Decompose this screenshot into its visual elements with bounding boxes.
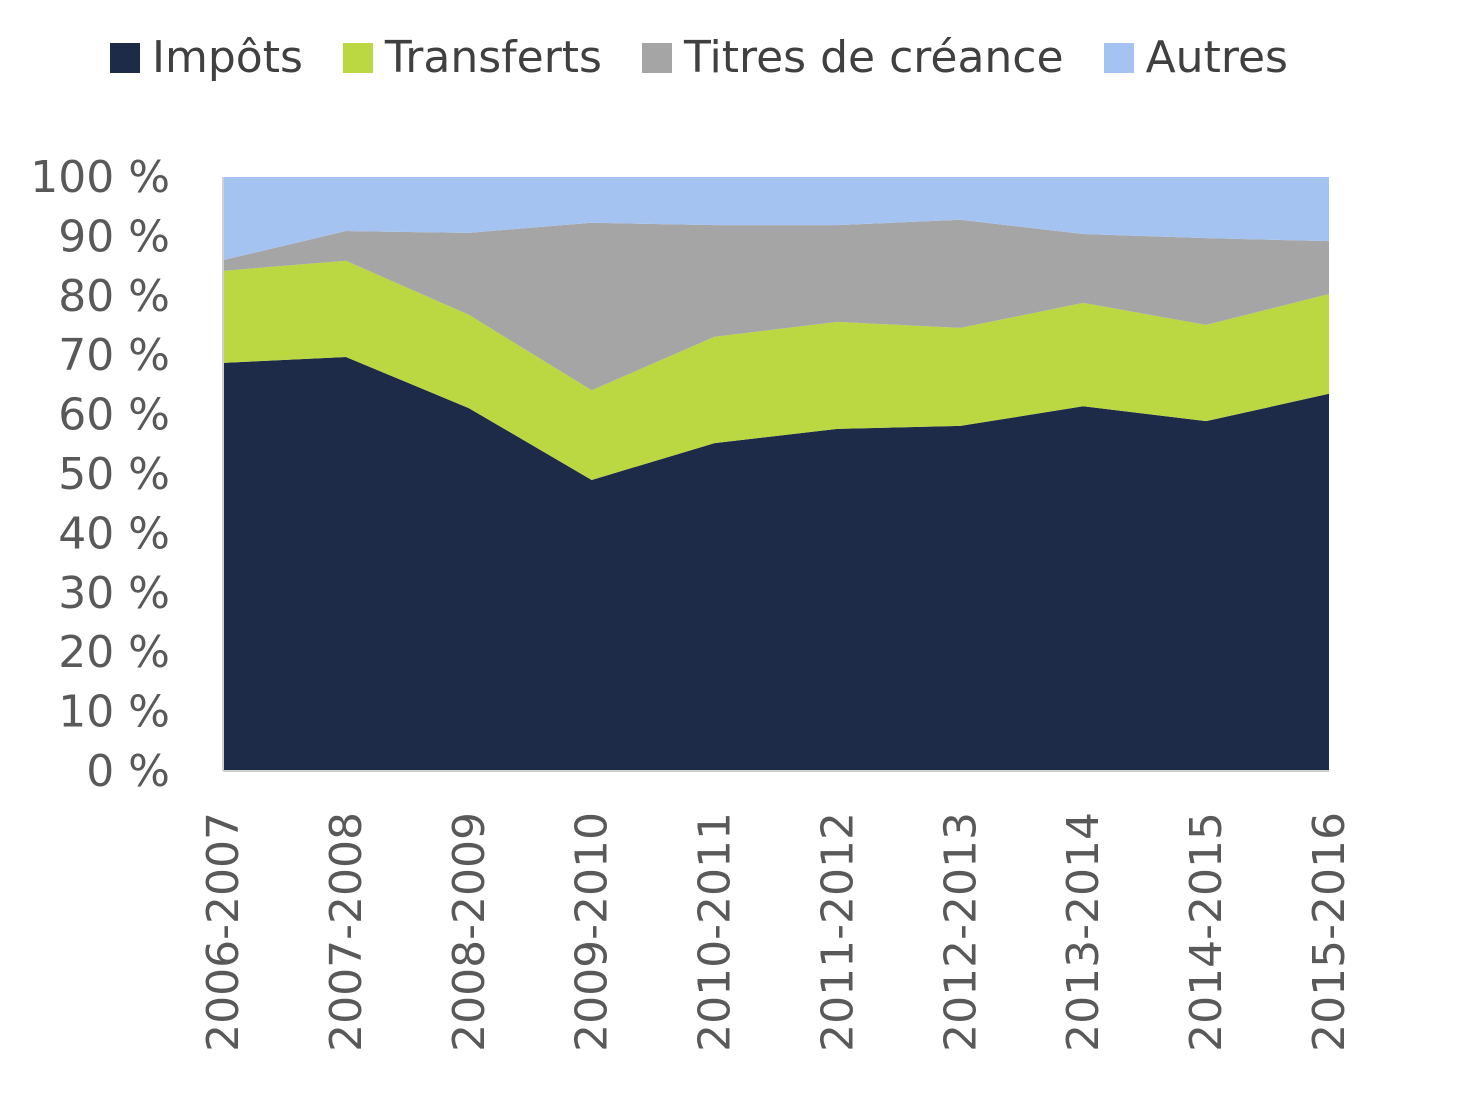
y-tick-label: 50 % [58, 449, 170, 500]
legend-swatch [641, 42, 672, 73]
legend-label: Transferts [384, 32, 602, 83]
legend-swatch [342, 42, 373, 73]
legend-label: Impôts [152, 32, 303, 83]
y-tick-label: 0 % [86, 746, 170, 797]
y-tick-label: 60 % [58, 390, 170, 441]
x-tick-label: 2015-2016 [1304, 812, 1355, 1052]
x-tick-label: 2007-2008 [321, 812, 372, 1052]
legend-label: Autres [1145, 32, 1288, 83]
y-tick-label: 10 % [58, 687, 170, 738]
y-tick-label: 30 % [58, 568, 170, 619]
x-tick-label: 2014-2015 [1181, 812, 1232, 1052]
legend: Impôts Transferts Titres de créance Autr… [110, 32, 1288, 83]
area-transferts [223, 260, 1329, 480]
x-tick-label: 2013-2014 [1058, 812, 1109, 1052]
area-imp-ts [223, 356, 1329, 771]
x-tick-label: 2008-2009 [444, 812, 495, 1052]
x-tick-label: 2011-2012 [812, 812, 863, 1052]
x-tick-label: 2009-2010 [567, 812, 618, 1052]
legend-item-titres: Titres de créance [641, 32, 1064, 83]
y-tick-label: 100 % [30, 152, 170, 203]
y-tick-label: 40 % [58, 508, 170, 559]
legend-item-transferts: Transferts [342, 32, 602, 83]
legend-swatch [1103, 42, 1134, 73]
legend-item-autres: Autres [1103, 32, 1288, 83]
y-tick-label: 20 % [58, 627, 170, 678]
area-titres-de-cr-ance [223, 219, 1329, 391]
x-tick-label: 2006-2007 [198, 812, 249, 1052]
area-autres [223, 177, 1329, 261]
legend-label: Titres de créance [683, 32, 1064, 83]
legend-swatch [110, 42, 140, 73]
y-tick-label: 80 % [58, 271, 170, 322]
x-tick-label: 2010-2011 [690, 812, 741, 1052]
legend-item-impots: Impôts [110, 32, 303, 83]
y-tick-label: 70 % [58, 330, 170, 381]
y-tick-label: 90 % [58, 211, 170, 262]
x-tick-label: 2012-2013 [935, 812, 986, 1052]
